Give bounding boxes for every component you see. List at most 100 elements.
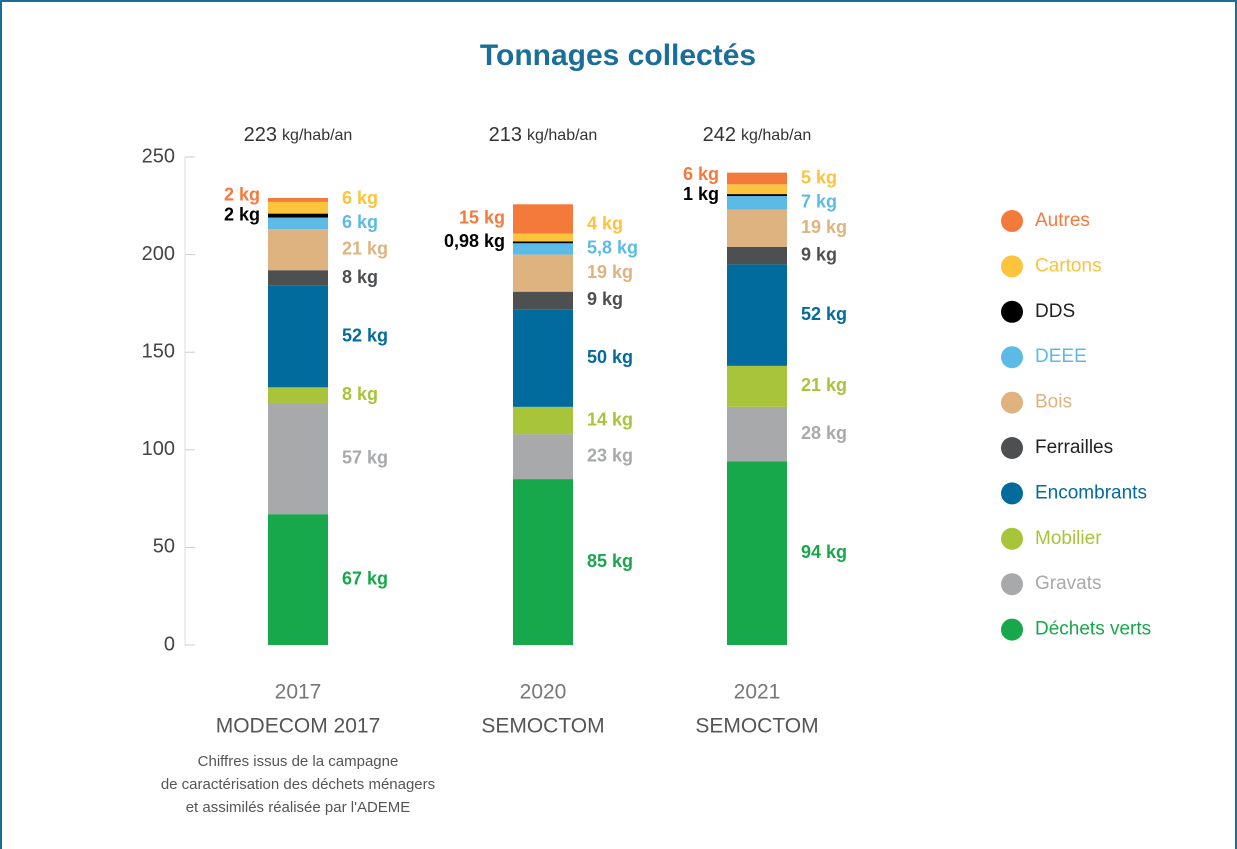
value-label: 5,8 kg [587,238,638,258]
bar-segment [727,172,787,185]
legend-label: Encombrants [1035,482,1147,503]
value-label: 4 kg [587,214,623,234]
legend-label: Ferrailles [1035,437,1113,458]
source-label: SEMOCTOM [695,715,818,738]
value-label: 50 kg [587,347,633,367]
value-label: 9 kg [801,244,837,264]
legend-swatch [1001,437,1023,459]
value-label: 28 kg [801,423,847,443]
bar-segment [513,309,573,407]
legend-swatch [1001,573,1023,596]
legend-swatch [1001,210,1023,232]
total-value: 213 [489,124,522,146]
x-tick-label: 2017 [275,681,322,704]
bar-segment [268,213,328,218]
value-label: 21 kg [801,375,847,395]
legend-swatch [1001,618,1023,641]
bar-segment [727,365,787,407]
value-label: 2 kg [224,204,260,224]
bar-segment [268,402,328,515]
bar-segment [727,209,787,247]
value-label: 19 kg [587,262,633,282]
y-tick-label: 50 [153,536,175,558]
legend-swatch [1001,300,1023,323]
value-label: 7 kg [801,192,837,212]
bar-segment [513,241,573,244]
note: de caractérisation des déchets ménagers [161,776,435,793]
legend-label: Bois [1035,392,1072,413]
bar-segment [727,194,787,197]
legend-swatch [1001,482,1023,505]
y-tick-label: 150 [142,340,175,362]
bar-segment [268,270,328,286]
y-tick-label: 200 [142,243,175,265]
legend-swatch [1001,255,1023,278]
note: Chiffres issus de la campagne [198,753,399,770]
value-label: 6 kg [342,188,378,208]
total-unit: kg/hab/an [741,127,811,144]
legend-swatch [1001,346,1023,369]
total-unit: kg/hab/an [527,127,597,144]
bar-segment [727,406,787,462]
value-label: 0,98 kg [444,231,505,251]
bar-segment [268,285,328,388]
source-label: SEMOCTOM [481,715,604,738]
total-label: 242 kg/hab/an [703,124,812,146]
note: et assimilés réalisée par l'ADEME [186,799,411,816]
bar-segment [727,196,787,210]
value-label: 5 kg [801,168,837,188]
bar-segment [513,233,573,242]
legend-label: Déchets verts [1035,619,1151,640]
legend-swatch [1001,391,1023,414]
value-label: 52 kg [801,304,847,324]
value-label: 8 kg [342,267,378,287]
bar-segment [727,246,787,265]
bar-segment [513,291,573,310]
bar-segment [513,406,573,435]
bar-segment [268,197,328,202]
y-tick-label: 100 [142,438,175,460]
total-label: 223 kg/hab/an [244,124,353,146]
x-tick-label: 2021 [734,681,781,704]
bar-segment [268,514,328,645]
bar-segment [727,461,787,645]
legend-label: DDS [1035,301,1075,322]
value-label: 19 kg [801,217,847,237]
total-unit: kg/hab/an [282,127,352,144]
y-tick-label: 250 [142,145,175,167]
value-label: 23 kg [587,445,633,465]
total-value: 242 [703,124,736,146]
bar-segment [513,204,573,234]
bar-segment [513,243,573,255]
value-label: 15 kg [459,208,505,228]
value-label: 52 kg [342,325,388,345]
bar-segment [268,229,328,271]
value-label: 9 kg [587,289,623,309]
value-label: 6 kg [342,212,378,232]
legend-label: DEEE [1035,346,1087,367]
value-label: 57 kg [342,447,388,467]
legend-label: Mobilier [1035,528,1102,549]
value-label: 67 kg [342,568,388,588]
value-label: 14 kg [587,409,633,429]
value-label: 2 kg [224,184,260,204]
bar-segment [727,184,787,195]
bar-segment [513,254,573,292]
bar-segment [268,217,328,230]
value-label: 8 kg [342,384,378,404]
legend-swatch [1001,527,1023,550]
bar-segment [727,264,787,366]
legend-label: Gravats [1035,573,1102,594]
bar-segment [513,434,573,480]
value-label: 85 kg [587,551,633,571]
bar-segment [268,201,328,214]
x-tick-label: 2020 [520,681,567,704]
total-value: 223 [244,124,277,146]
total-label: 213 kg/hab/an [489,124,598,146]
value-label: 21 kg [342,238,388,258]
value-label: 94 kg [801,542,847,562]
source-label: MODECOM 2017 [216,715,381,738]
legend-label: Cartons [1035,255,1102,276]
